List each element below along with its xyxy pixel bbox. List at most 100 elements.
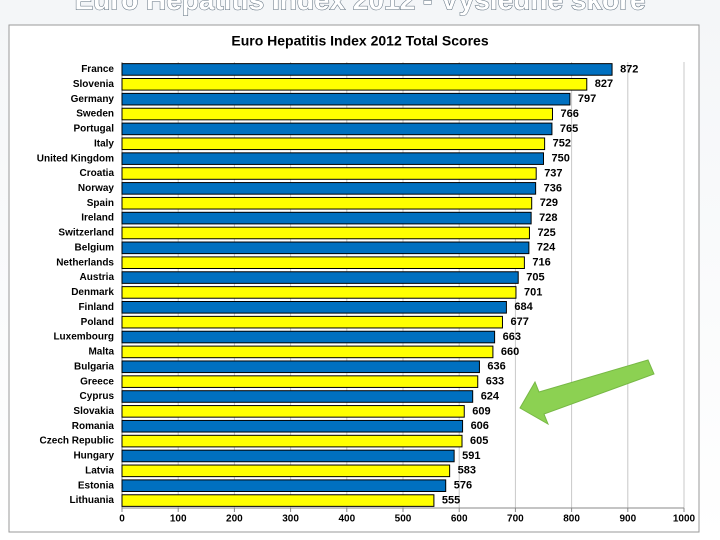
value-label: 624 <box>481 390 500 402</box>
bar <box>121 286 517 299</box>
value-label: 737 <box>544 167 562 179</box>
value-label: 728 <box>539 212 557 224</box>
category-label: Spain <box>87 198 114 209</box>
value-label: 752 <box>553 138 571 150</box>
value-label: 609 <box>472 405 490 417</box>
value-label: 636 <box>487 361 505 373</box>
x-tick-label: 200 <box>226 514 243 525</box>
bar <box>121 390 474 403</box>
bar <box>121 78 588 91</box>
bar <box>121 226 530 240</box>
x-tick-label: 700 <box>507 514 524 525</box>
category-label: Netherlands <box>56 257 114 268</box>
category-label: Slovenia <box>73 79 115 90</box>
value-label: 736 <box>544 182 562 194</box>
value-label: 677 <box>510 316 528 328</box>
category-label: Slovakia <box>73 406 114 417</box>
bar <box>121 167 537 180</box>
category-label: Norway <box>78 183 115 194</box>
value-label: 576 <box>454 480 472 492</box>
bar <box>121 256 525 269</box>
category-label: Czech Republic <box>40 436 115 447</box>
bar <box>121 315 503 329</box>
category-label: Latvia <box>85 465 114 476</box>
value-label: 729 <box>540 197 558 209</box>
value-label: 605 <box>470 435 488 447</box>
x-tick-label: 500 <box>395 514 412 525</box>
value-label: 633 <box>486 376 504 388</box>
category-label: Denmark <box>71 287 114 298</box>
bar <box>121 419 464 433</box>
value-label: 663 <box>503 331 521 343</box>
category-label: Sweden <box>76 109 114 120</box>
category-label: United Kingdom <box>37 153 114 164</box>
value-label: 705 <box>526 271 544 283</box>
value-label: 750 <box>552 153 570 165</box>
bar <box>121 479 447 492</box>
bar <box>121 63 613 76</box>
category-label: Estonia <box>78 480 115 491</box>
bar <box>121 271 519 284</box>
bar <box>121 345 494 359</box>
category-label: Hungary <box>73 451 114 462</box>
category-label: Belgium <box>75 242 115 253</box>
value-label: 872 <box>620 63 638 75</box>
category-label: Italy <box>94 138 114 149</box>
category-label: Switzerland <box>58 228 114 239</box>
category-label: Malta <box>88 347 114 358</box>
value-label: 725 <box>537 227 555 239</box>
x-tick-label: 900 <box>619 514 636 525</box>
category-label: Germany <box>71 94 115 105</box>
value-label: 684 <box>514 301 533 313</box>
bar <box>121 434 463 448</box>
bar <box>121 330 496 344</box>
value-label: 766 <box>560 108 578 120</box>
slide-title: Euro Hepatitis Index 2012 - Výsledné skó… <box>74 0 645 15</box>
category-label: Portugal <box>73 124 114 135</box>
category-label: Ireland <box>81 213 114 224</box>
bar <box>121 375 479 388</box>
bar <box>121 494 435 507</box>
category-label: Croatia <box>80 168 115 179</box>
bar <box>121 301 507 314</box>
chart-title: Euro Hepatitis Index 2012 Total Scores <box>231 33 488 49</box>
bar <box>121 137 546 151</box>
x-tick-label: 600 <box>451 514 468 525</box>
value-label: 716 <box>532 257 550 269</box>
category-label: France <box>81 64 114 75</box>
value-label: 606 <box>471 420 489 432</box>
plot: 0 100 200 300 400 500 600 700 800 900 1000 France 87… <box>37 62 696 525</box>
bar <box>121 449 455 463</box>
bar <box>121 107 553 121</box>
category-label: Bulgaria <box>74 361 114 372</box>
x-tick-label: 800 <box>563 514 580 525</box>
value-label: 555 <box>442 494 460 506</box>
bar <box>121 152 544 165</box>
category-label: Austria <box>80 272 115 283</box>
value-label: 827 <box>595 78 613 90</box>
x-tick-label: 400 <box>338 514 355 525</box>
bar <box>121 405 465 418</box>
category-label: Poland <box>81 317 114 328</box>
category-label: Cyprus <box>80 391 115 402</box>
category-label: Lithuania <box>70 495 115 506</box>
bar <box>121 360 480 374</box>
value-label: 583 <box>458 465 476 477</box>
bar <box>121 241 530 255</box>
category-label: Greece <box>80 376 114 387</box>
category-label: Finland <box>78 302 114 313</box>
value-label: 724 <box>537 242 556 254</box>
category-label: Romania <box>72 421 115 432</box>
bar <box>121 122 553 136</box>
value-label: 591 <box>462 450 480 462</box>
bar <box>121 211 532 225</box>
value-label: 765 <box>560 123 578 135</box>
value-label: 701 <box>524 286 542 298</box>
x-tick-label: 100 <box>170 514 187 525</box>
value-label: 660 <box>501 346 519 358</box>
bar <box>121 182 537 195</box>
bar <box>121 196 533 210</box>
x-tick-label: 300 <box>282 514 299 525</box>
